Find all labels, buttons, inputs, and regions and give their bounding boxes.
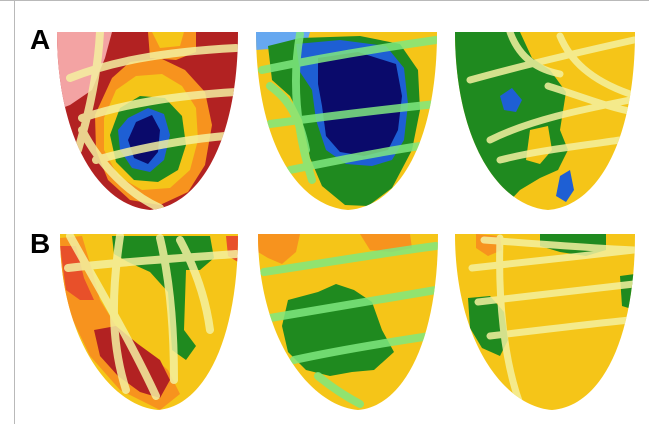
vessel-lines	[466, 32, 635, 164]
heart-map-b2	[258, 234, 438, 410]
region-green-right	[620, 274, 635, 310]
vessel-lines	[260, 242, 438, 408]
vessel-lines	[66, 32, 238, 210]
frame-top-border	[0, 0, 649, 1]
region-orange-top	[258, 234, 300, 264]
region-yellow-top	[152, 32, 184, 48]
vessel-lines	[468, 234, 635, 408]
heart-map-a3	[455, 32, 635, 210]
heart-map-a1	[57, 32, 238, 210]
row-label-b: B	[30, 228, 51, 259]
frame-left-border	[14, 0, 15, 424]
region-blue-small	[556, 170, 574, 202]
heart-map-a2	[256, 32, 437, 210]
heart-map-b3	[455, 234, 635, 410]
vessel-lines	[64, 234, 238, 400]
region-red-orange	[60, 246, 94, 300]
region-blue	[500, 88, 522, 112]
region-navy	[318, 52, 402, 156]
vessel-lines	[258, 32, 437, 184]
row-label-a: A	[30, 24, 51, 55]
heart-map-b1	[60, 234, 238, 410]
